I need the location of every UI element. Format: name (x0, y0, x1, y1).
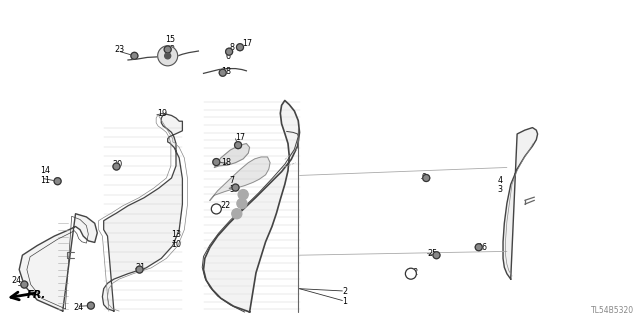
Polygon shape (19, 214, 97, 311)
Text: 25: 25 (428, 249, 438, 258)
Text: TL54B5320: TL54B5320 (591, 306, 634, 315)
Circle shape (164, 53, 171, 59)
Circle shape (54, 178, 61, 185)
Text: 21: 21 (136, 263, 146, 272)
Text: 8: 8 (229, 43, 234, 52)
Text: 24: 24 (74, 303, 84, 312)
Text: 9: 9 (421, 173, 426, 182)
Text: 6: 6 (225, 52, 230, 61)
Circle shape (235, 142, 241, 149)
Circle shape (157, 46, 178, 66)
Circle shape (232, 209, 242, 219)
Text: 13: 13 (172, 230, 182, 239)
Circle shape (476, 244, 482, 251)
Text: 19: 19 (157, 109, 167, 118)
Text: 12: 12 (165, 45, 175, 54)
Circle shape (213, 159, 220, 166)
Text: 4: 4 (498, 176, 503, 185)
Circle shape (433, 252, 440, 259)
Text: 5: 5 (229, 185, 234, 194)
Text: 18: 18 (221, 67, 231, 76)
Text: 2: 2 (342, 287, 348, 296)
Polygon shape (214, 144, 250, 167)
Circle shape (136, 266, 143, 273)
Circle shape (211, 204, 221, 214)
Circle shape (405, 268, 417, 279)
Text: 20: 20 (112, 160, 122, 169)
Text: 7: 7 (229, 176, 234, 185)
Polygon shape (210, 157, 270, 200)
Circle shape (237, 44, 243, 51)
Circle shape (88, 302, 94, 309)
Text: 1: 1 (342, 297, 348, 306)
Text: 11: 11 (40, 176, 50, 185)
Circle shape (237, 198, 247, 209)
Text: 10: 10 (172, 240, 182, 249)
Polygon shape (204, 100, 300, 312)
Polygon shape (102, 114, 182, 311)
Circle shape (113, 163, 120, 170)
Text: 23: 23 (114, 45, 124, 54)
Polygon shape (503, 128, 538, 279)
Circle shape (21, 281, 28, 288)
Text: 15: 15 (165, 35, 175, 44)
Text: 3: 3 (498, 185, 503, 194)
Circle shape (164, 46, 171, 53)
Text: 24: 24 (12, 276, 22, 285)
Circle shape (220, 69, 226, 76)
Circle shape (423, 174, 429, 182)
Text: 22: 22 (221, 201, 231, 210)
Text: 17: 17 (242, 39, 252, 48)
Circle shape (226, 48, 232, 55)
Text: 16: 16 (477, 243, 487, 252)
Circle shape (232, 184, 239, 191)
Text: FR.: FR. (27, 290, 46, 300)
Text: 22: 22 (408, 268, 419, 277)
Text: 14: 14 (40, 166, 50, 175)
Text: 18: 18 (221, 158, 231, 167)
Circle shape (131, 52, 138, 59)
Circle shape (238, 189, 248, 200)
Text: 17: 17 (236, 133, 246, 142)
